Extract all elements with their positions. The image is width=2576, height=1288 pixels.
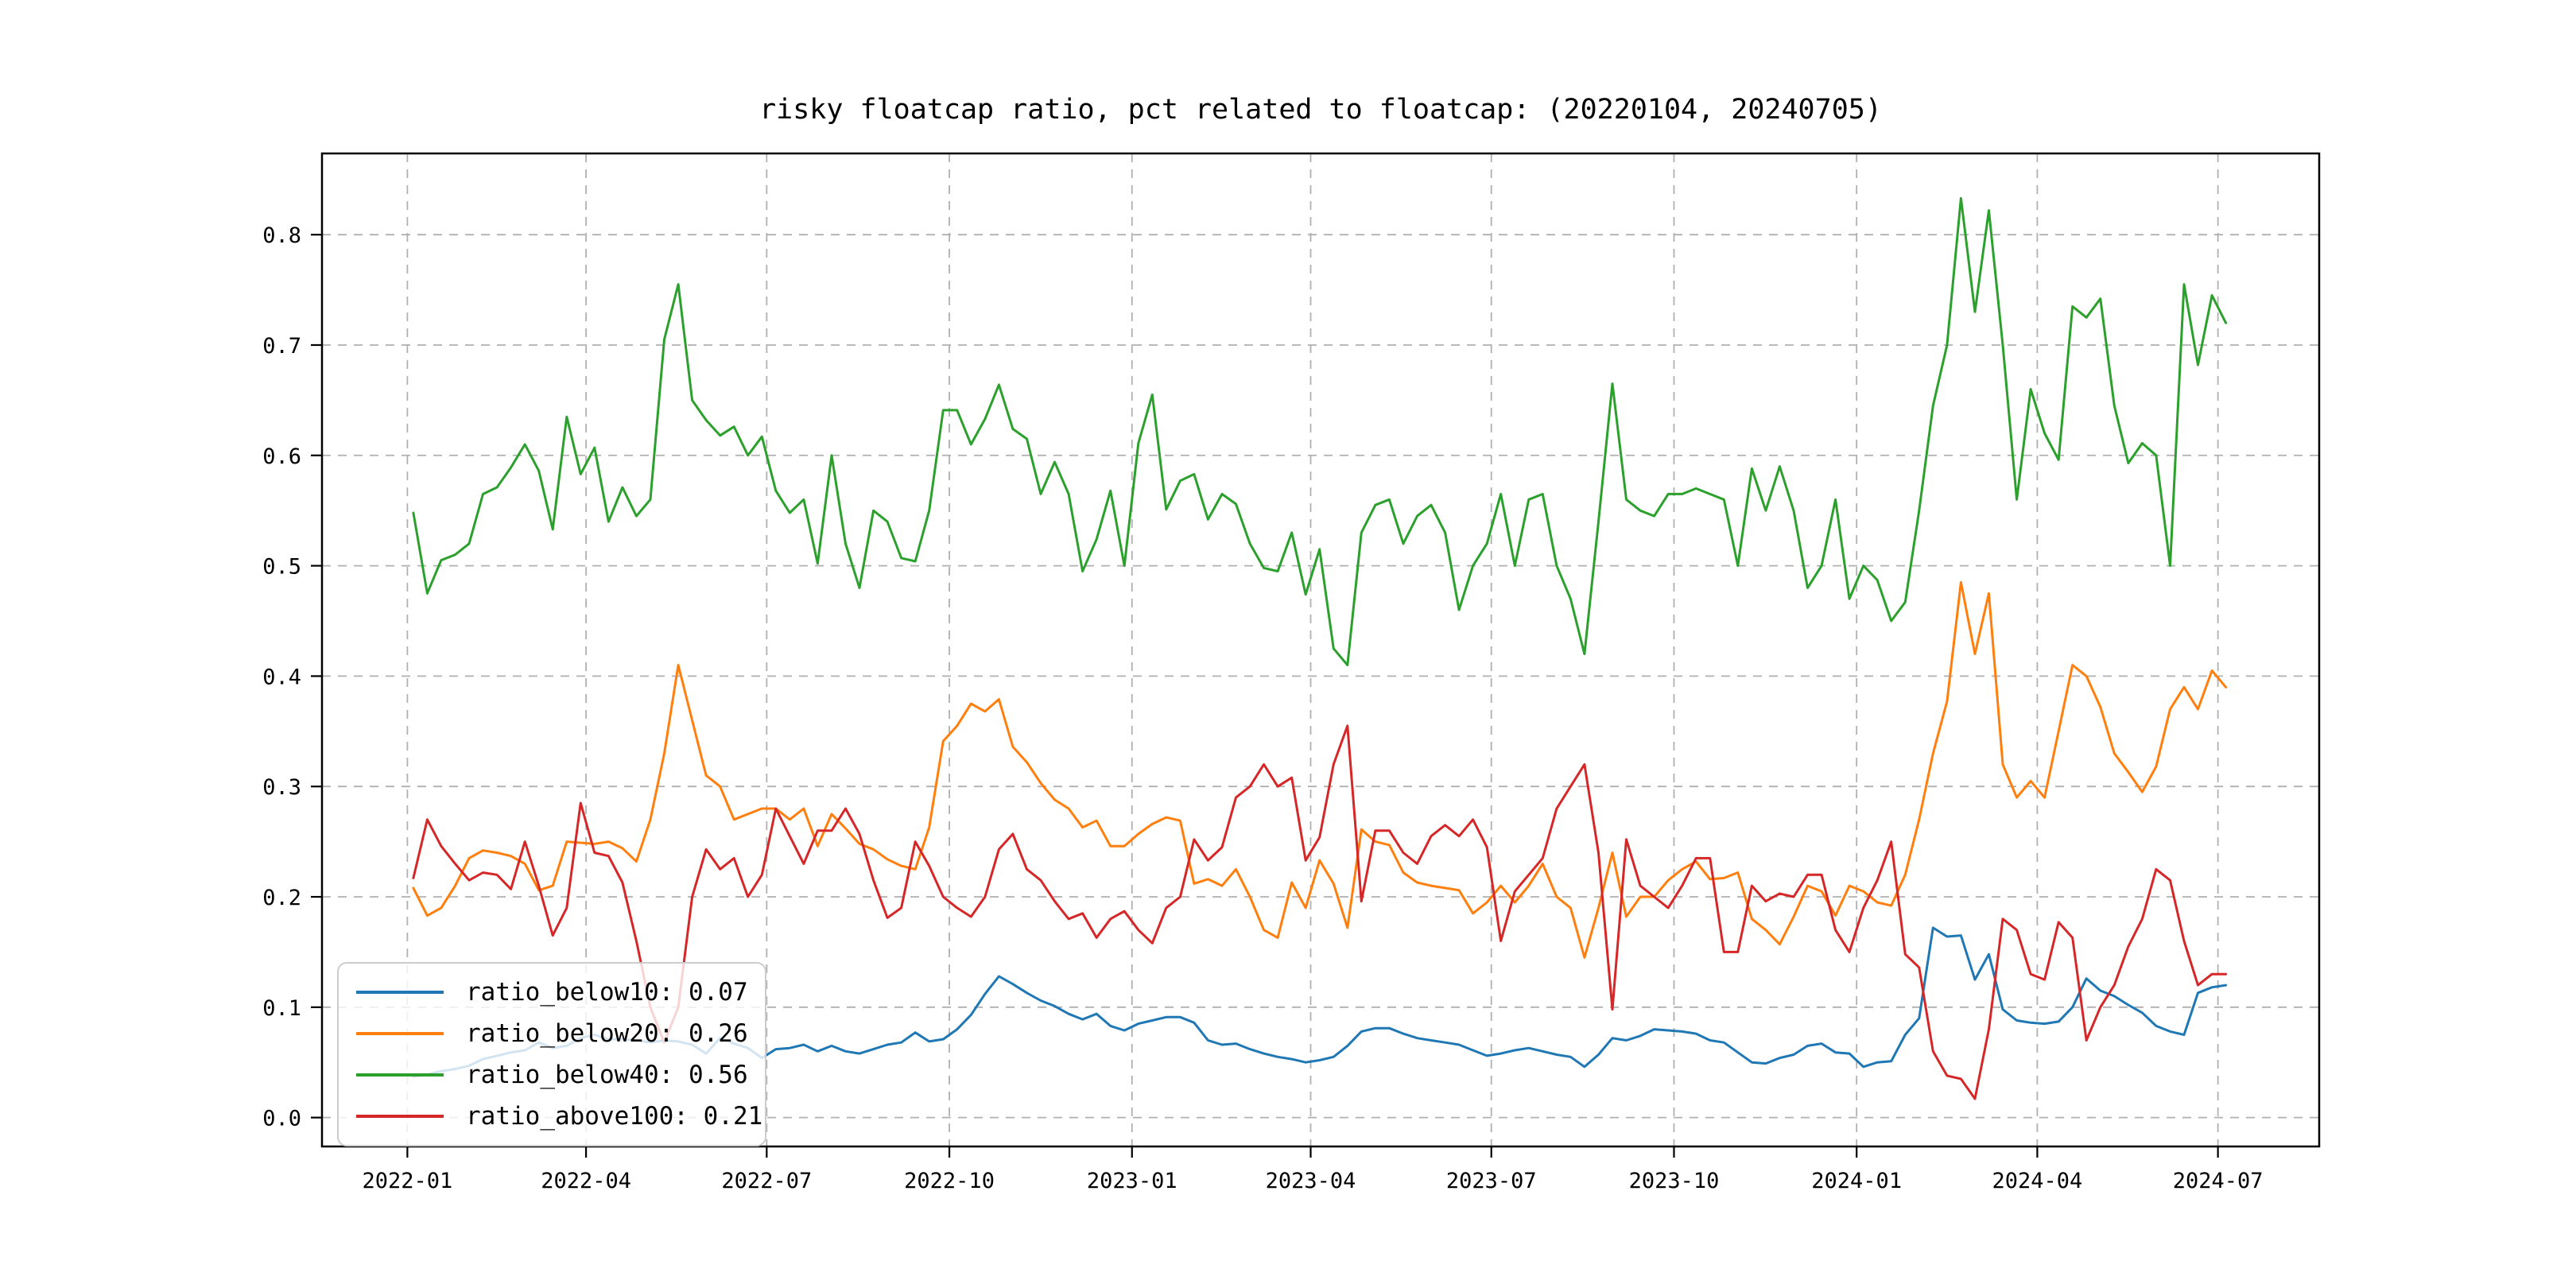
- legend-label: ratio_below10: 0.07: [466, 978, 748, 1007]
- legend-line-swatch-blue: [356, 991, 444, 994]
- series-line-ratio_below20: [412, 580, 2228, 959]
- x-tick-label: 2023-10: [1629, 1169, 1720, 1193]
- x-tick-label: 2023-01: [1087, 1169, 1177, 1193]
- legend-line-swatch-orange: [356, 1032, 444, 1035]
- series-line-ratio_below40: [412, 196, 2228, 666]
- y-tick-label: 0.4: [262, 665, 301, 689]
- x-tick-label: 2024-01: [1811, 1169, 1902, 1193]
- legend-label: ratio_below20: 0.26: [466, 1019, 748, 1048]
- legend: ratio_below10: 0.07 ratio_below20: 0.26 …: [337, 962, 766, 1146]
- y-tick-label: 0.8: [262, 223, 301, 248]
- y-tick-label: 0.1: [262, 996, 301, 1021]
- chart-title: risky floatcap ratio, pct related to flo…: [759, 94, 1882, 126]
- legend-label: ratio_above100: 0.21: [466, 1102, 763, 1131]
- legend-item-ratio_below10: ratio_below10: 0.07: [356, 972, 765, 1013]
- legend-line-swatch-red: [356, 1115, 444, 1118]
- y-tick-label: 0.6: [262, 444, 301, 469]
- x-tick-label: 2023-04: [1266, 1169, 1356, 1193]
- x-tick-label: 2023-07: [1446, 1169, 1537, 1193]
- x-tick-label: 2022-07: [721, 1169, 812, 1193]
- legend-label: ratio_below40: 0.56: [466, 1061, 748, 1089]
- y-tick-label: 0.5: [262, 555, 301, 580]
- legend-line-swatch-green: [356, 1073, 444, 1077]
- y-tick-label: 0.7: [262, 334, 301, 359]
- legend-item-ratio_below20: ratio_below20: 0.26: [356, 1013, 765, 1054]
- y-tick-label: 0.0: [262, 1107, 301, 1131]
- plot-frame: [320, 152, 2321, 1148]
- x-tick-label: 2022-04: [541, 1169, 631, 1193]
- series-line-ratio_above100: [412, 724, 2228, 1100]
- x-tick-label: 2024-07: [2173, 1169, 2264, 1193]
- y-tick-label: 0.2: [262, 886, 301, 910]
- x-tick-label: 2022-01: [362, 1169, 452, 1193]
- legend-item-ratio_above100: ratio_above100: 0.21: [356, 1096, 765, 1137]
- legend-item-ratio_below40: ratio_below40: 0.56: [356, 1054, 765, 1096]
- x-tick-label: 2024-04: [1992, 1169, 2083, 1193]
- x-tick-label: 2022-10: [904, 1169, 995, 1193]
- y-tick-label: 0.3: [262, 775, 301, 800]
